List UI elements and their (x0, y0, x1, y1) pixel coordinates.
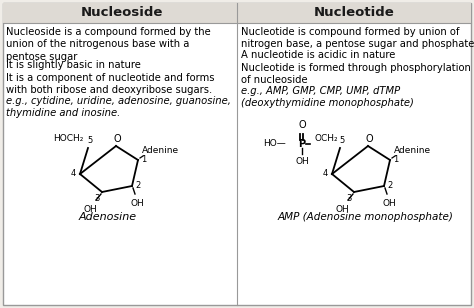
Text: OH: OH (335, 205, 349, 214)
Text: 5: 5 (339, 136, 345, 145)
Text: OCH₂: OCH₂ (314, 134, 338, 143)
Text: OH: OH (382, 199, 396, 208)
Text: Nucleoside is a compound formed by the
union of the nitrogenous base with a
pent: Nucleoside is a compound formed by the u… (6, 27, 211, 62)
Text: P: P (299, 139, 306, 149)
Text: Adenine: Adenine (394, 146, 431, 155)
Bar (237, 3, 471, 23)
Text: 1: 1 (141, 156, 146, 164)
Text: A nucleotide is acidic in nature: A nucleotide is acidic in nature (241, 50, 395, 60)
Text: 2: 2 (135, 181, 140, 191)
Text: Nucleotide: Nucleotide (314, 6, 394, 19)
Text: AMP (Adenosine monophosphate): AMP (Adenosine monophosphate) (277, 212, 453, 222)
Text: O: O (298, 120, 306, 130)
Text: 4: 4 (323, 168, 328, 177)
Text: 3: 3 (95, 194, 100, 203)
Text: 5: 5 (87, 136, 92, 145)
Text: HO—: HO— (263, 140, 286, 148)
Text: e.g., AMP, GMP, CMP, UMP, dTMP
(deoxythymidine monophosphate): e.g., AMP, GMP, CMP, UMP, dTMP (deoxythy… (241, 86, 414, 108)
Text: Nucleotide is compound formed by union of
nitrogen base, a pentose sugar and pho: Nucleotide is compound formed by union o… (241, 27, 474, 49)
Text: O: O (365, 134, 373, 144)
Text: 3: 3 (346, 194, 352, 203)
Text: It is slightly basic in nature: It is slightly basic in nature (6, 60, 141, 70)
Text: Adenosine: Adenosine (79, 212, 137, 222)
Text: 4: 4 (71, 168, 76, 177)
Text: It is a component of nucleotide and forms
with both ribose and deoxyribose sugar: It is a component of nucleotide and form… (6, 73, 215, 95)
Text: OH: OH (295, 157, 309, 166)
Bar (3, 3, 237, 23)
Text: 1: 1 (393, 156, 398, 164)
Text: O: O (113, 134, 121, 144)
Text: OH: OH (83, 205, 97, 214)
Text: Nucleotide is formed through phosphorylation
of nucleoside: Nucleotide is formed through phosphoryla… (241, 63, 471, 85)
Text: 2: 2 (387, 181, 392, 191)
Text: e.g., cytidine, uridine, adenosine, guanosine,
thymidine and inosine.: e.g., cytidine, uridine, adenosine, guan… (6, 95, 231, 118)
Text: Nucleoside: Nucleoside (80, 6, 163, 19)
Text: Adenine: Adenine (142, 146, 179, 155)
Text: HOCH₂: HOCH₂ (54, 134, 84, 143)
Text: OH: OH (130, 199, 144, 208)
